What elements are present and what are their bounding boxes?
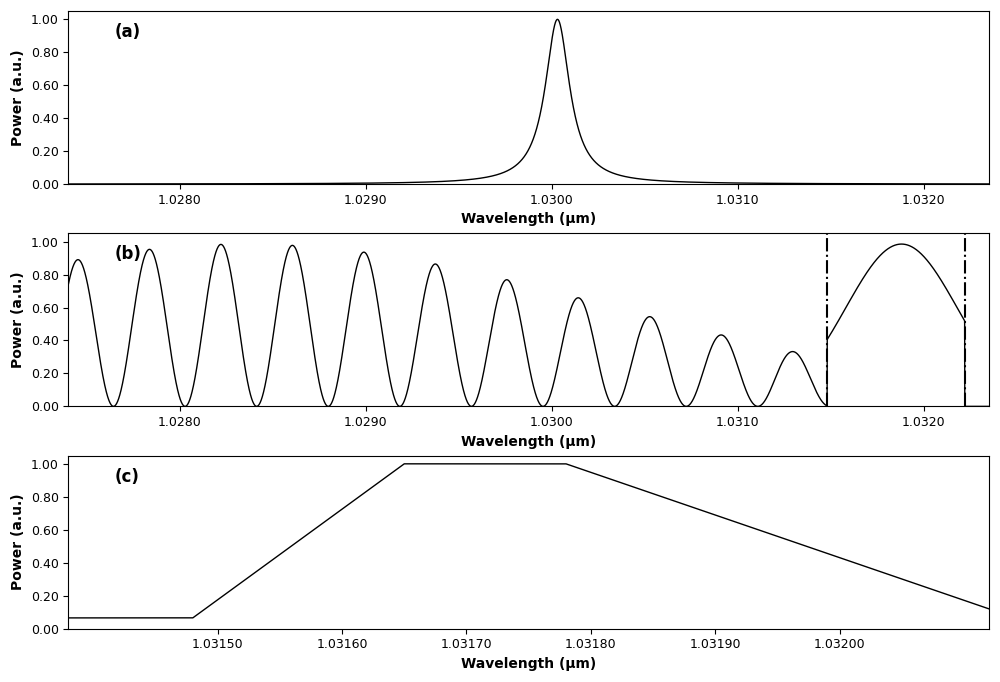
X-axis label: Wavelength (μm): Wavelength (μm) [461,657,596,671]
Y-axis label: Power (a.u.): Power (a.u.) [11,271,25,368]
X-axis label: Wavelength (μm): Wavelength (μm) [461,212,596,226]
Y-axis label: Power (a.u.): Power (a.u.) [11,49,25,146]
Text: (a): (a) [114,23,141,41]
Text: (c): (c) [114,468,139,486]
X-axis label: Wavelength (μm): Wavelength (μm) [461,434,596,449]
Text: (b): (b) [114,246,141,263]
Y-axis label: Power (a.u.): Power (a.u.) [11,494,25,591]
